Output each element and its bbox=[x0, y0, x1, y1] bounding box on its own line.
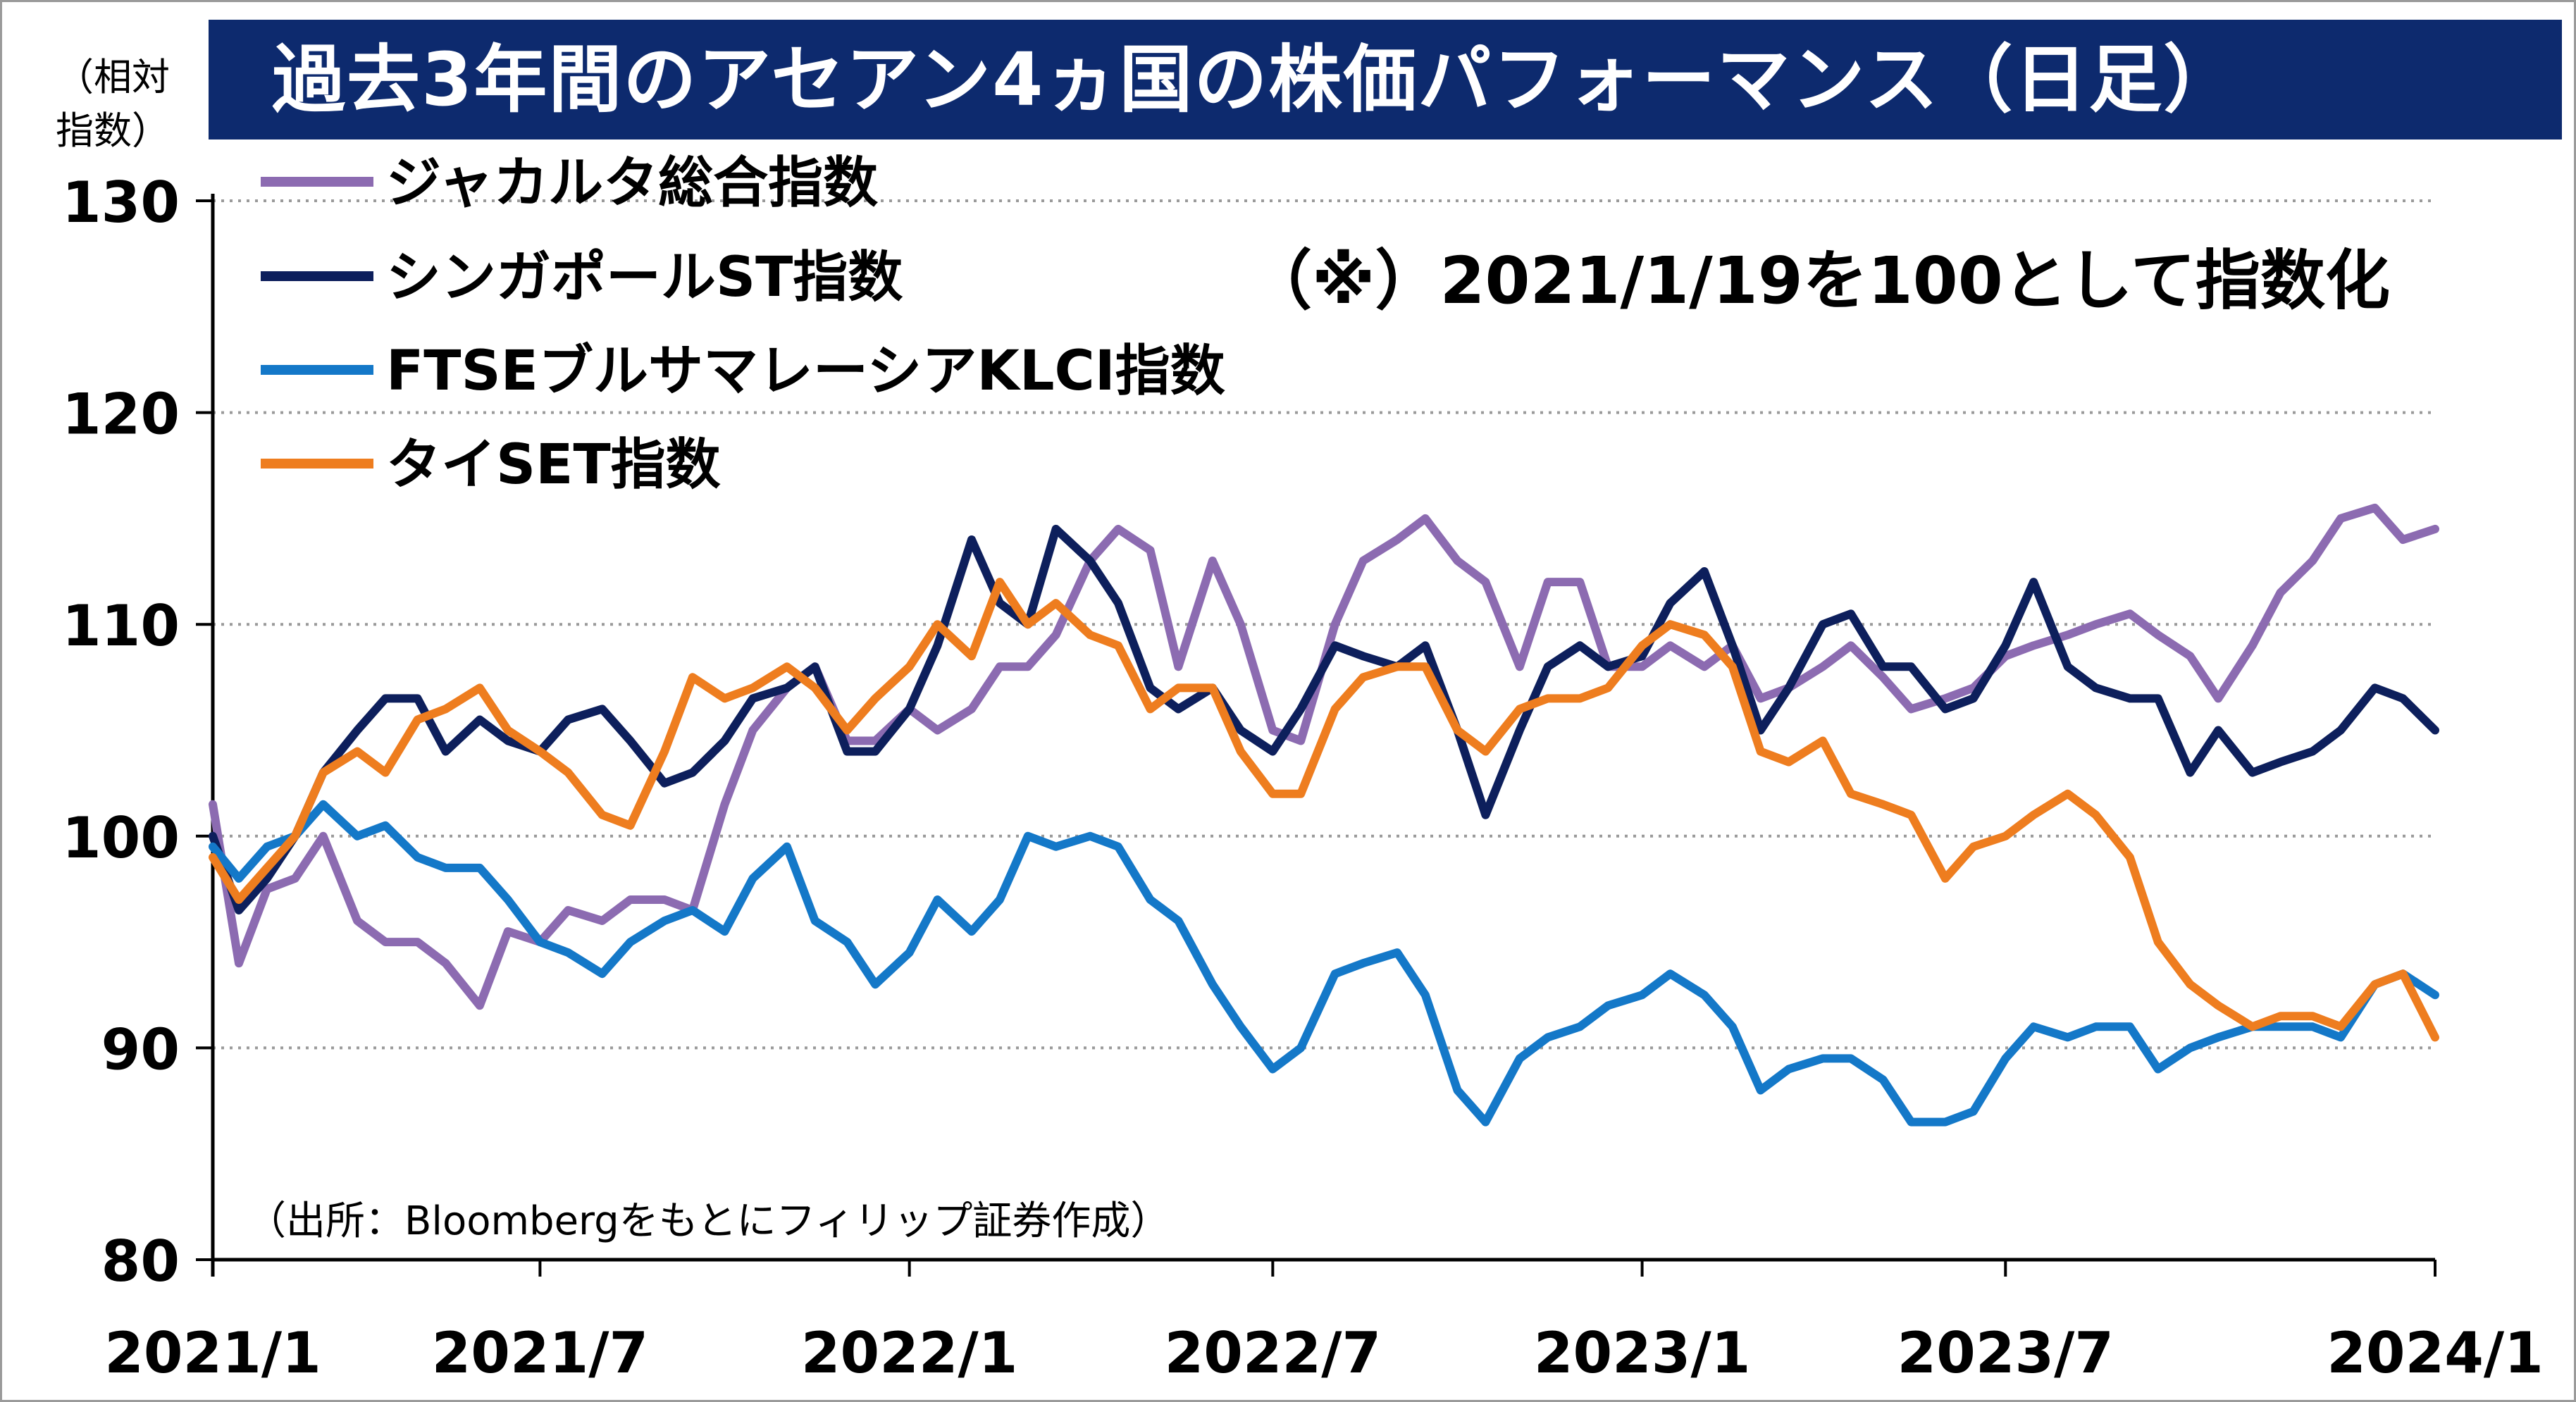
x-tick-label: 2024/1 bbox=[2327, 1320, 2544, 1386]
legend-label-jakarta: ジャカルタ総合指数 bbox=[386, 151, 878, 215]
y-tick-label: 90 bbox=[101, 1017, 180, 1082]
legend-label-thai: タイSET指数 bbox=[386, 433, 721, 497]
grid-lines bbox=[213, 199, 2435, 1050]
series-lines bbox=[209, 503, 2439, 1127]
legend-label-singapore: シンガポールST指数 bbox=[386, 246, 903, 309]
x-tick-label: 2021/7 bbox=[432, 1320, 649, 1386]
y-axis-unit-label: （相対 指数） bbox=[56, 55, 170, 153]
x-tick-label: 2022/1 bbox=[801, 1320, 1018, 1386]
index-note: （※）2021/1/19を100として指数化 bbox=[1247, 243, 2390, 318]
axes: 130 120 110 100 90 80 2021/1 2021/7 2022/1 2022/7… bbox=[62, 170, 2544, 1386]
source-note: （出所：Bloombergをもとにフィリップ証券作成） bbox=[247, 1198, 1170, 1244]
x-tick-label: 2022/7 bbox=[1165, 1320, 1382, 1386]
x-tick-label: 2023/7 bbox=[1897, 1320, 2114, 1386]
y-tick-label: 120 bbox=[62, 382, 180, 447]
chart-title: 過去3年間のアセアン4ヵ国の株価パフォーマンス（日足） bbox=[209, 20, 2562, 139]
y-tick-label: 100 bbox=[62, 805, 180, 871]
x-tick-label: 2021/1 bbox=[104, 1320, 321, 1386]
y-tick-label: 110 bbox=[62, 593, 180, 659]
series-line-singapore bbox=[209, 524, 2439, 914]
legend-label-malaysia: FTSEブルサマレーシアKLCI指数 bbox=[386, 340, 1225, 403]
series-line-thai bbox=[209, 578, 2439, 1042]
y-tick-label: 130 bbox=[62, 170, 180, 235]
series-line-malaysia bbox=[209, 800, 2439, 1127]
y-tick-label: 80 bbox=[101, 1229, 180, 1294]
x-tick-label: 2023/1 bbox=[1534, 1320, 1751, 1386]
